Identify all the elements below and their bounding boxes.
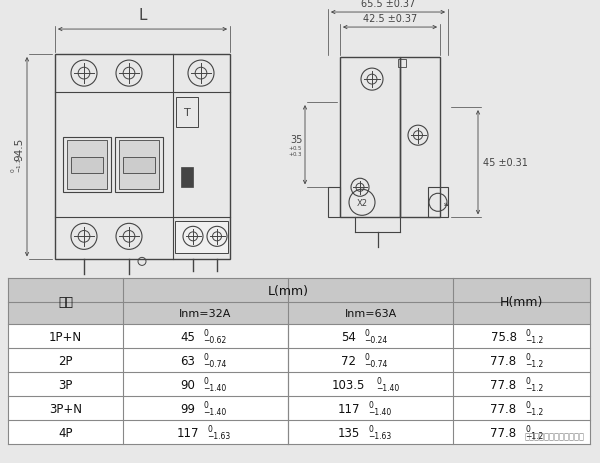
Text: 45 ±0.31: 45 ±0.31 [483, 158, 528, 168]
Text: −1.63: −1.63 [368, 431, 392, 440]
Text: 0: 0 [526, 424, 530, 433]
Text: 135: 135 [337, 425, 359, 438]
Bar [8, 302, 123, 325]
Bar [398, 60, 406, 68]
Text: H(mm): H(mm) [500, 295, 543, 308]
Text: 77.8: 77.8 [490, 378, 517, 391]
Text: −0.74: −0.74 [365, 359, 388, 368]
Text: 0: 0 [526, 400, 530, 409]
Bar [8, 348, 590, 372]
Text: 0: 0 [203, 400, 208, 409]
Text: −0.62: −0.62 [203, 335, 227, 344]
Text: −0.74: −0.74 [203, 359, 227, 368]
Bar [288, 302, 453, 325]
Text: 0: 0 [203, 352, 208, 361]
Bar [453, 279, 590, 302]
Text: 上海上联实业集团有限公司: 上海上联实业集团有限公司 [525, 431, 585, 440]
Text: 0: 0 [203, 328, 208, 338]
Bar [328, 188, 340, 218]
Text: 75.8: 75.8 [491, 330, 517, 343]
Bar [123, 302, 288, 325]
Text: 54: 54 [341, 330, 356, 343]
Text: 3P+N: 3P+N [49, 402, 82, 415]
Text: −1.40: −1.40 [203, 383, 227, 392]
Text: 45: 45 [180, 330, 195, 343]
Text: −1.40: −1.40 [377, 383, 400, 392]
Text: 42.5 ±0.37: 42.5 ±0.37 [363, 14, 417, 24]
Bar [123, 279, 453, 302]
Text: 0: 0 [365, 352, 370, 361]
Text: 103.5: 103.5 [332, 378, 365, 391]
Text: Inm=63A: Inm=63A [344, 308, 397, 319]
Text: −1.63: −1.63 [208, 431, 231, 440]
Text: 0: 0 [526, 352, 530, 361]
Bar [8, 396, 590, 420]
Bar [428, 188, 448, 218]
Text: 0: 0 [526, 376, 530, 385]
Text: −0.24: −0.24 [365, 335, 388, 344]
Text: 0: 0 [368, 424, 373, 433]
Text: 0: 0 [368, 400, 373, 409]
Bar [8, 420, 590, 444]
Text: −1.2: −1.2 [526, 431, 544, 440]
Bar [123, 158, 155, 174]
Bar [176, 98, 198, 128]
Bar [71, 158, 103, 174]
Text: 117: 117 [337, 402, 360, 415]
Text: L: L [138, 8, 147, 23]
Text: 2P: 2P [58, 354, 73, 367]
Text: 0: 0 [377, 376, 382, 385]
Text: 77.8: 77.8 [490, 425, 517, 438]
Bar [340, 58, 400, 218]
Text: $^{+0.5}_{+0.3}$: $^{+0.5}_{+0.3}$ [289, 144, 303, 159]
Bar [55, 55, 230, 260]
Text: 90: 90 [180, 378, 195, 391]
Text: 99: 99 [180, 402, 195, 415]
Bar [181, 168, 193, 188]
Text: −1.40: −1.40 [368, 407, 392, 416]
Bar [453, 302, 590, 325]
Text: 0: 0 [365, 328, 370, 338]
Text: −1.2: −1.2 [526, 359, 544, 368]
Text: 77.8: 77.8 [490, 402, 517, 415]
Bar [67, 141, 107, 190]
Text: 72: 72 [341, 354, 356, 367]
Bar [400, 58, 440, 218]
Text: 1P+N: 1P+N [49, 330, 82, 343]
Text: 极数: 极数 [58, 295, 73, 308]
Text: −1.2: −1.2 [526, 335, 544, 344]
Text: 0: 0 [526, 328, 530, 338]
Text: 63: 63 [180, 354, 195, 367]
Text: 65.5 ±0.37: 65.5 ±0.37 [361, 0, 415, 9]
Bar [8, 372, 590, 396]
Bar [63, 138, 111, 193]
Text: L(mm): L(mm) [268, 284, 308, 297]
Bar [8, 279, 123, 302]
Text: 77.8: 77.8 [490, 354, 517, 367]
Text: 94.5: 94.5 [14, 138, 24, 161]
Text: −1.2: −1.2 [526, 407, 544, 416]
Text: −1.2: −1.2 [526, 383, 544, 392]
Text: 0: 0 [203, 376, 208, 385]
Bar [8, 325, 590, 348]
Text: 35: 35 [290, 134, 303, 144]
Text: Inm=32A: Inm=32A [179, 308, 232, 319]
Text: 117: 117 [176, 425, 199, 438]
Bar [119, 141, 159, 190]
Text: 0: 0 [208, 424, 212, 433]
Text: T: T [184, 108, 190, 118]
Text: −1.40: −1.40 [203, 407, 227, 416]
Bar [115, 138, 163, 193]
Bar [175, 222, 228, 254]
Text: X2: X2 [356, 198, 367, 207]
Text: $^0_{-1.2}$: $^0_{-1.2}$ [9, 158, 24, 173]
Text: 3P: 3P [58, 378, 73, 391]
Text: 4P: 4P [58, 425, 73, 438]
